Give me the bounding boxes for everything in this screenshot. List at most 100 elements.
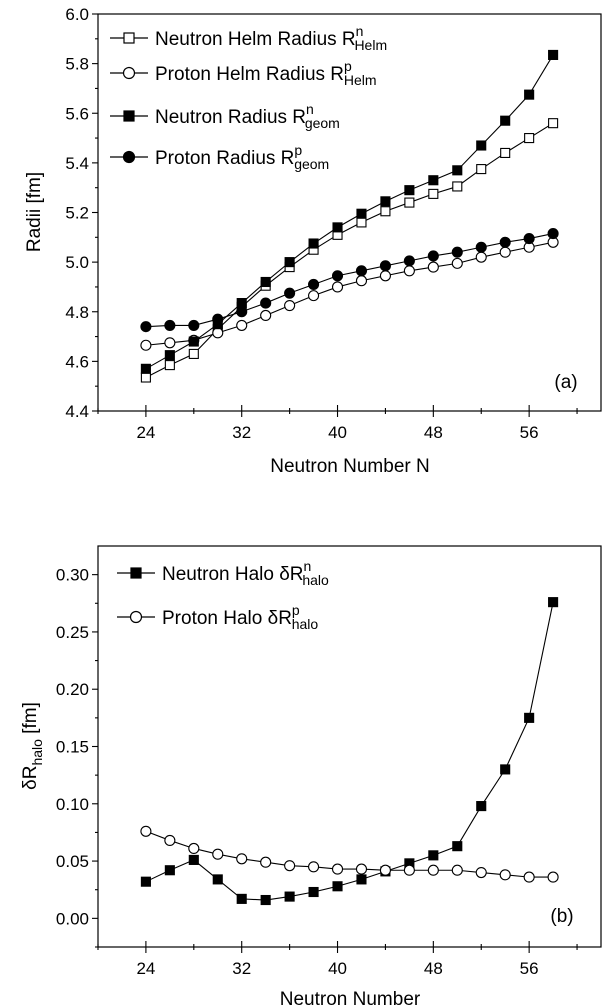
data-point-square: [500, 764, 511, 775]
x-tick-label: 32: [232, 959, 251, 978]
legend-sub-neutron-halo: halo: [302, 572, 329, 588]
legend-sub-neutron-helm: Helm: [354, 37, 387, 53]
data-point-circle: [212, 313, 224, 325]
x-axis-label-b: Neutron Number: [280, 989, 421, 1008]
y-tick-label: 0.00: [56, 909, 89, 928]
data-point-square: [140, 876, 151, 887]
data-point-square: [188, 336, 199, 347]
series-points-b: [140, 597, 559, 906]
data-point-square: [476, 801, 487, 812]
y-tick-label: 0.20: [56, 680, 89, 699]
legend-a: Neutron Helm Radius Rn Helm Proton Helm R…: [110, 23, 387, 172]
data-point-square: [524, 89, 535, 100]
legend-sup-proton-geom: p: [294, 142, 302, 158]
data-point-square: [452, 181, 463, 192]
data-point-circle: [212, 327, 224, 339]
legend-sub-proton-geom: geom: [294, 156, 329, 172]
y-tick-label: 4.8: [65, 303, 89, 322]
x-tick-label: 24: [136, 423, 155, 442]
data-point-square: [332, 222, 343, 233]
data-point-circle: [547, 228, 559, 240]
legend-sub-proton-helm: Helm: [344, 72, 377, 88]
data-point-circle: [140, 321, 152, 333]
y-axis-label-b-unit: [fm]: [20, 702, 41, 739]
x-tick-label: 40: [328, 423, 347, 442]
data-point-circle: [523, 871, 535, 883]
data-point-square: [428, 188, 439, 199]
x-tick-label: 48: [424, 423, 443, 442]
data-point-square: [332, 881, 343, 892]
data-point-circle: [475, 251, 487, 263]
legend-b: Neutron Halo δRn halo Proton Halo δRp halo: [117, 558, 329, 632]
legend-label-proton-helm: Proton Helm Radius R: [155, 64, 344, 85]
data-point-square: [404, 197, 415, 208]
data-point-square: [356, 874, 367, 885]
data-point-square: [524, 133, 535, 144]
legend-sup-neutron-geom: n: [306, 101, 314, 117]
data-point-square: [476, 164, 487, 175]
data-point-square: [404, 185, 415, 196]
data-point-circle: [427, 261, 439, 273]
data-point-square: [188, 348, 199, 359]
x-tick-labels-a: 24 32 40 48 56: [136, 423, 538, 442]
y-tick-label: 5.8: [65, 55, 89, 74]
data-point-circle: [236, 319, 248, 331]
data-point-circle: [331, 863, 344, 875]
data-point-circle: [236, 306, 248, 318]
data-point-circle: [499, 246, 511, 258]
data-point-circle: [284, 860, 296, 872]
legend-entry-neutron-helm: Neutron Helm Radius Rn Helm: [110, 23, 387, 53]
panel-tag-b: (b): [550, 906, 573, 927]
axis-ticks-a: [92, 13, 578, 417]
legend-entry-proton-halo: Proton Halo δRp halo: [117, 602, 318, 632]
x-tick-label: 56: [520, 423, 539, 442]
data-point-circle: [284, 299, 296, 312]
data-point-square: [164, 360, 175, 371]
series-lines-a: [145, 54, 554, 378]
y-tick-labels-a: 4.4 4.6 4.8 5.0 5.2 5.4 5.6 5.8 6.0: [65, 5, 89, 421]
y-tick-label: 5.6: [65, 104, 89, 123]
legend-sup-proton-helm: p: [344, 58, 352, 74]
data-point-square: [428, 850, 439, 861]
series-line-b-0: [145, 602, 554, 901]
data-point-circle: [164, 319, 176, 331]
legend-sup-proton-halo: p: [292, 602, 300, 618]
data-point-square: [452, 841, 463, 852]
data-point-square: [548, 118, 559, 129]
data-point-circle: [403, 265, 415, 277]
series-line-a-1: [145, 241, 554, 346]
data-point-circle: [427, 250, 439, 262]
axis-ticks-b: [92, 574, 578, 953]
legend-entry-neutron-halo: Neutron Halo δRn halo: [117, 558, 329, 588]
data-point-circle: [547, 871, 559, 883]
data-point-circle: [499, 236, 511, 248]
y-tick-label: 4.6: [65, 352, 89, 371]
y-tick-label: 5.2: [65, 204, 89, 223]
data-point-circle: [260, 856, 272, 868]
data-point-square: [140, 363, 151, 374]
y-tick-label: 6.0: [65, 5, 89, 24]
data-point-square: [500, 115, 511, 126]
data-point-square: [212, 874, 223, 885]
data-point-square: [260, 276, 271, 288]
data-point-circle: [451, 864, 463, 876]
y-tick-label: 0.15: [56, 738, 89, 757]
data-point-square: [164, 350, 175, 361]
y-axis-label-b: δRhalo [fm]: [20, 702, 45, 790]
data-point-circle: [355, 863, 368, 875]
data-point-circle: [188, 319, 200, 331]
legend-entry-proton-helm: Proton Helm Radius Rp Helm: [110, 58, 377, 88]
legend-marker-filled-square: [130, 567, 142, 579]
legend-label-proton-halo: Proton Halo δR: [162, 608, 292, 629]
legend-entry-neutron-geom: Neutron Radius Rn geom: [110, 101, 340, 131]
data-point-circle: [499, 869, 511, 881]
data-point-circle: [140, 339, 152, 351]
data-point-square: [308, 238, 319, 249]
legend-label-neutron-geom: Neutron Radius R: [155, 107, 306, 128]
data-point-square: [356, 217, 367, 228]
x-tick-label: 32: [232, 423, 251, 442]
data-point-square: [500, 147, 511, 158]
